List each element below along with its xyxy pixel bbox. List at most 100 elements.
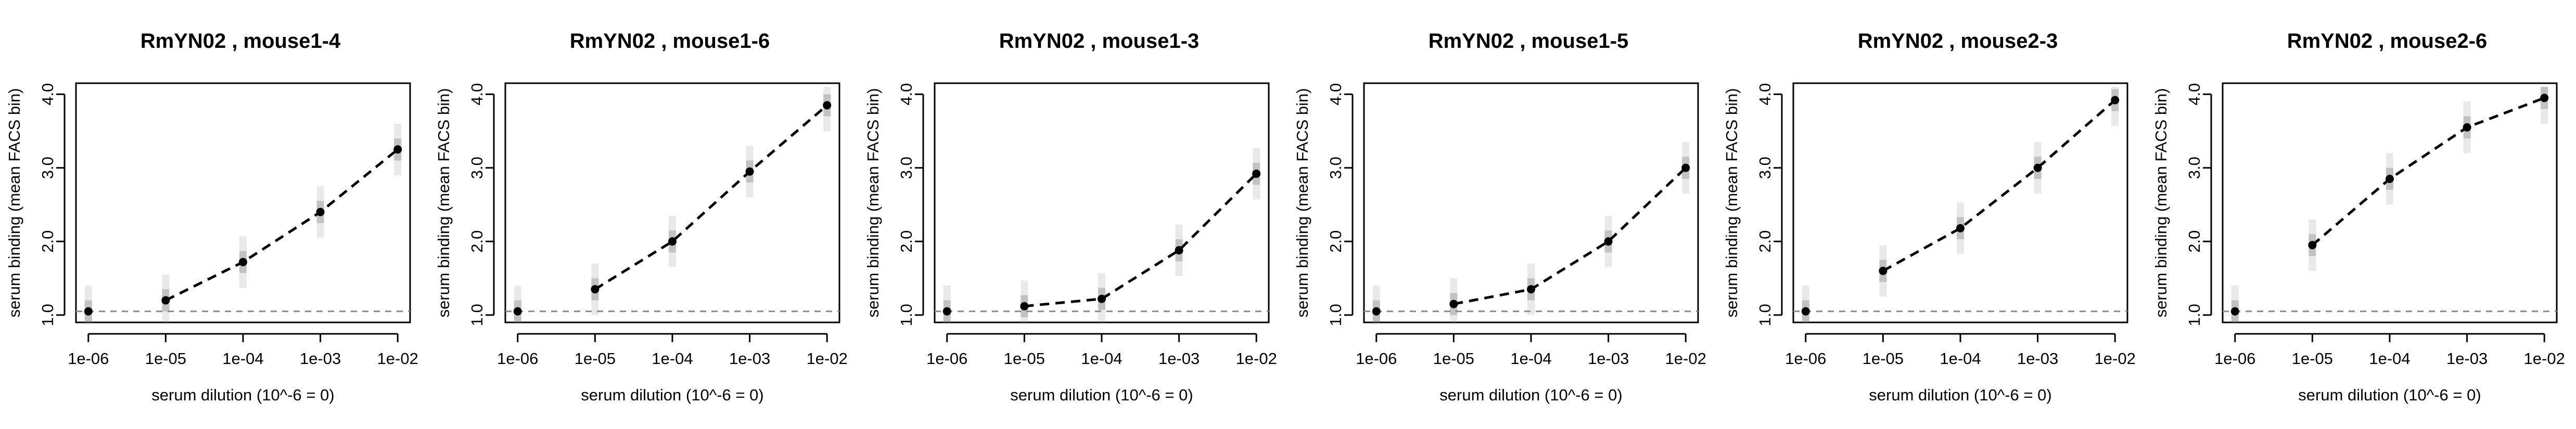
series-line bbox=[1882, 99, 2116, 272]
y-tick-label: 3.0 bbox=[39, 157, 57, 179]
y-axis-label: serum binding (mean FACS bin) bbox=[2152, 88, 2170, 317]
data-point bbox=[2463, 123, 2471, 132]
plot-frame bbox=[75, 82, 411, 323]
x-tick-label: 1e-02 bbox=[807, 349, 848, 368]
x-axis-label: serum dilution (10^-6 = 0) bbox=[2298, 386, 2481, 404]
x-tick-label: 1e-02 bbox=[2524, 349, 2565, 368]
plot-frame bbox=[1363, 82, 1699, 323]
data-point bbox=[823, 101, 832, 110]
y-axis-label: serum binding (mean FACS bin) bbox=[435, 88, 453, 317]
y-tick-label: 2.0 bbox=[39, 230, 57, 253]
panel-title: RmYN02 , mouse2-6 bbox=[2287, 30, 2488, 53]
data-point bbox=[1681, 163, 1690, 172]
data-point bbox=[1372, 307, 1381, 316]
chart-panel-3: RmYN02 , mouse1-3 1e-06 1e-05 1e-04 1e-03 1e-… bbox=[864, 30, 1277, 404]
plot-frame bbox=[504, 82, 840, 323]
data-point bbox=[668, 237, 677, 246]
x-tick-label: 1e-02 bbox=[377, 349, 418, 368]
y-tick-label: 4.0 bbox=[468, 83, 486, 106]
chart-panel-6: RmYN02 , mouse2-6 1e-06 1e-05 1e-04 1e-03 1e-… bbox=[2152, 30, 2565, 404]
series-line bbox=[594, 104, 828, 291]
x-axis-label: serum dilution (10^-6 = 0) bbox=[1869, 386, 2051, 404]
panel-title: RmYN02 , mouse1-4 bbox=[141, 30, 341, 53]
x-tick-label: 1e-04 bbox=[1940, 349, 1981, 368]
x-tick-label: 1e-04 bbox=[1510, 349, 1551, 368]
panel-title: RmYN02 , mouse1-6 bbox=[570, 30, 770, 53]
chart-panel-2: RmYN02 , mouse1-6 1e-06 1e-05 1e-04 1e-03 1e-… bbox=[435, 30, 848, 404]
x-tick-label: 1e-03 bbox=[729, 349, 770, 368]
y-tick-label: 3.0 bbox=[897, 157, 915, 179]
y-tick-label: 2.0 bbox=[1327, 230, 1345, 253]
x-tick-label: 1e-02 bbox=[1665, 349, 1706, 368]
data-point bbox=[942, 307, 951, 316]
x-tick-label: 1e-03 bbox=[300, 349, 341, 368]
x-tick-label: 1e-04 bbox=[222, 349, 263, 368]
y-tick-label: 3.0 bbox=[2185, 157, 2203, 179]
x-tick-label: 1e-05 bbox=[575, 349, 616, 368]
data-point bbox=[239, 257, 247, 266]
x-tick-label: 1e-05 bbox=[1433, 349, 1474, 368]
x-tick-label: 1e-04 bbox=[2369, 349, 2410, 368]
data-point bbox=[1527, 285, 1535, 294]
data-point bbox=[2033, 163, 2042, 172]
x-tick-label: 1e-03 bbox=[2446, 349, 2488, 368]
y-tick-label: 4.0 bbox=[1756, 83, 1774, 106]
data-point bbox=[1020, 302, 1029, 310]
data-point bbox=[161, 296, 170, 305]
y-tick-label: 3.0 bbox=[1756, 157, 1774, 179]
data-point bbox=[1604, 237, 1613, 246]
plot-frame bbox=[1792, 82, 2128, 323]
x-tick-label: 1e-03 bbox=[1158, 349, 1200, 368]
x-tick-label: 1e-04 bbox=[652, 349, 693, 368]
chart-panel-5: RmYN02 , mouse2-3 1e-06 1e-05 1e-04 1e-03 1e-… bbox=[1723, 30, 2136, 404]
y-tick-label: 4.0 bbox=[39, 83, 57, 106]
y-tick-label: 3.0 bbox=[1327, 157, 1345, 179]
data-point bbox=[745, 167, 754, 176]
plot-frame bbox=[934, 82, 1270, 323]
plot-frame bbox=[2222, 82, 2558, 323]
y-axis-label: serum binding (mean FACS bin) bbox=[5, 88, 23, 317]
series-line bbox=[1024, 173, 1257, 308]
y-tick-label: 1.0 bbox=[2185, 304, 2203, 326]
x-tick-label: 1e-04 bbox=[1081, 349, 1122, 368]
data-point bbox=[316, 207, 325, 216]
chart-panel-1: RmYN02 , mouse1-4 1e-06 1e-05 1e-04 1e-03 1e-… bbox=[5, 30, 418, 404]
data-point bbox=[84, 307, 93, 316]
x-tick-label: 1e-03 bbox=[2017, 349, 2058, 368]
x-tick-label: 1e-06 bbox=[497, 349, 538, 368]
data-point bbox=[1098, 294, 1106, 303]
panel-title: RmYN02 , mouse1-5 bbox=[1429, 30, 1629, 53]
data-point bbox=[1252, 170, 1261, 178]
y-tick-label: 1.0 bbox=[39, 304, 57, 326]
x-axis-label: serum dilution (10^-6 = 0) bbox=[151, 386, 334, 404]
data-point bbox=[1801, 307, 1810, 316]
panel-title: RmYN02 , mouse2-3 bbox=[1858, 30, 2058, 53]
data-point bbox=[2386, 175, 2394, 183]
x-axis-label: serum dilution (10^-6 = 0) bbox=[581, 386, 763, 404]
data-point bbox=[1879, 266, 1888, 275]
data-point bbox=[2540, 94, 2549, 102]
x-tick-label: 1e-06 bbox=[1356, 349, 1397, 368]
x-axis-label: serum dilution (10^-6 = 0) bbox=[1439, 386, 1622, 404]
data-point bbox=[2308, 241, 2317, 250]
x-tick-label: 1e-06 bbox=[1785, 349, 1826, 368]
panel-title: RmYN02 , mouse1-3 bbox=[999, 30, 1200, 53]
data-point bbox=[2111, 96, 2120, 105]
y-tick-label: 4.0 bbox=[1327, 83, 1345, 106]
y-tick-label: 3.0 bbox=[468, 157, 486, 179]
x-tick-label: 1e-02 bbox=[2095, 349, 2136, 368]
x-tick-label: 1e-05 bbox=[2292, 349, 2333, 368]
data-point bbox=[393, 145, 402, 154]
data-point bbox=[1449, 300, 1458, 308]
y-tick-label: 2.0 bbox=[1756, 230, 1774, 253]
x-tick-label: 1e-06 bbox=[926, 349, 967, 368]
x-tick-label: 1e-03 bbox=[1588, 349, 1629, 368]
y-tick-label: 1.0 bbox=[1327, 304, 1345, 326]
series-line bbox=[2311, 96, 2545, 246]
y-tick-label: 2.0 bbox=[2185, 230, 2203, 253]
data-point bbox=[591, 285, 600, 294]
y-tick-label: 2.0 bbox=[897, 230, 915, 253]
x-tick-label: 1e-05 bbox=[1863, 349, 1904, 368]
x-axis-label: serum dilution (10^-6 = 0) bbox=[1010, 386, 1193, 404]
